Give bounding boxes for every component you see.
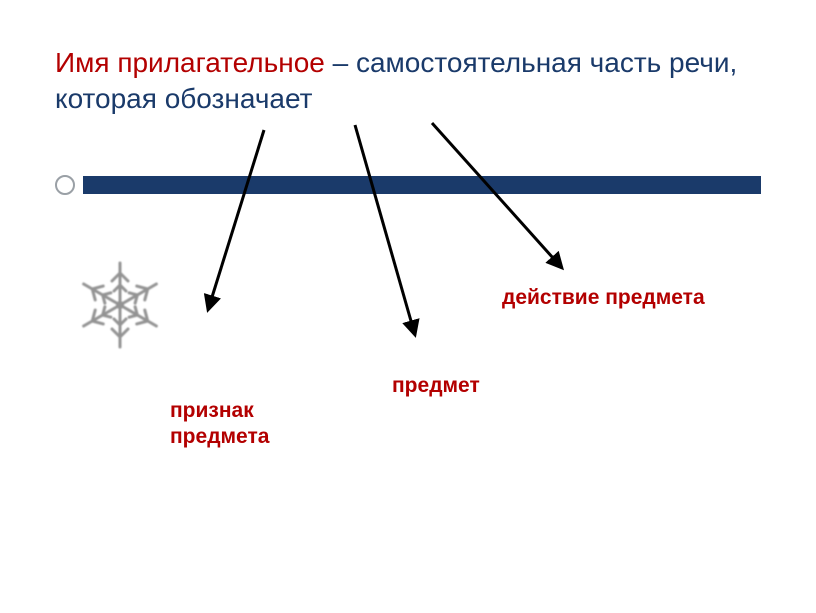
title-dash: – <box>325 47 356 78</box>
snowflake-icon <box>70 255 170 355</box>
option-label-2: предмет <box>392 373 512 399</box>
option-label-1: признак предмета <box>170 398 300 451</box>
option-label-3: действие предмета <box>502 285 752 311</box>
divider-bar <box>55 175 761 195</box>
horizontal-bar <box>83 176 761 194</box>
bullet-icon <box>55 175 75 195</box>
title-subject: Имя прилагательное <box>55 47 325 78</box>
slide-title: Имя прилагательное – самостоятельная час… <box>55 45 761 118</box>
slide: Имя прилагательное – самостоятельная час… <box>0 0 816 613</box>
